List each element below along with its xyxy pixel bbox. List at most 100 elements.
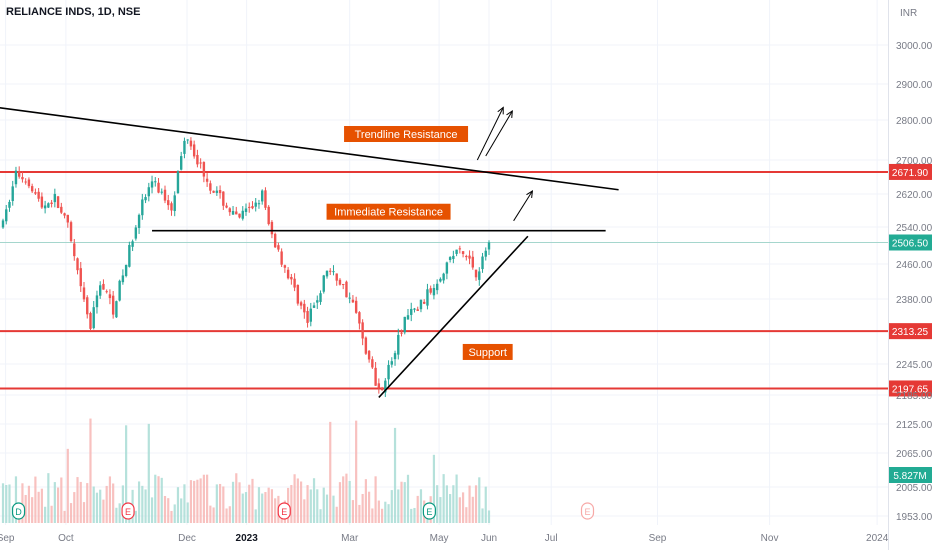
event-marker[interactable] (277, 502, 291, 520)
annotation-box[interactable] (344, 126, 469, 142)
volume-bar (196, 479, 199, 523)
candle-body (429, 288, 432, 293)
volume-bar (173, 504, 176, 523)
time-tick-label: Jun (481, 533, 497, 544)
candle-body (99, 285, 102, 296)
candle-body (487, 242, 491, 250)
horizontal-levels[interactable] (0, 170, 888, 390)
volume-bar (218, 483, 222, 523)
volume-bar (154, 474, 157, 523)
candle-body (322, 275, 325, 292)
price-tick-label: 2185.00 (896, 391, 932, 402)
candle-body (215, 190, 219, 193)
candle-body (419, 299, 423, 310)
price-axis[interactable]: 2671.90 2313.25 2197.65 2506.50 INR 3000.00 29… (889, 8, 932, 523)
candle-body (222, 191, 225, 206)
volume-bar (296, 478, 299, 523)
candle-body (56, 196, 60, 209)
volume-bar (244, 492, 248, 523)
volume-bar (436, 485, 439, 523)
candle-body (131, 241, 134, 247)
candle-body (176, 171, 180, 194)
candle-body (95, 295, 99, 308)
price-tick-label: 2380.00 (896, 295, 932, 306)
price-tick-label: 2125.00 (896, 420, 932, 431)
event-marker[interactable] (422, 502, 436, 520)
volume-bar (125, 425, 128, 523)
candle-body (371, 359, 374, 368)
volume-bar (390, 490, 393, 523)
volume-bar (121, 485, 124, 523)
volume-bar (228, 506, 231, 523)
volume-bar (468, 485, 471, 523)
volume-bar (241, 493, 244, 523)
volume-tag (889, 467, 932, 483)
candle-body (124, 264, 128, 276)
time-tick-label: Oct (58, 533, 74, 544)
annotation-box[interactable] (462, 343, 513, 360)
grid (0, 0, 888, 525)
volume-bar (442, 474, 445, 523)
candle-body (37, 191, 40, 199)
candle-body (361, 322, 364, 339)
volume-bar (186, 502, 189, 523)
volume-bar (27, 485, 31, 523)
candle-body (121, 275, 125, 283)
annotations[interactable]: Trendline Resistance Immediate Resistance… (326, 126, 513, 360)
arrow-head (506, 110, 513, 119)
trendline[interactable] (0, 107, 619, 191)
level-price-label: 2671.90 (892, 168, 929, 179)
volume-bar (8, 484, 11, 523)
volume-bars (1, 418, 491, 523)
candle-body (154, 181, 157, 183)
volume-bar (403, 482, 406, 523)
volume-bar (299, 481, 303, 523)
candle-body (24, 181, 27, 183)
candle-body (150, 181, 154, 188)
volume-bar (235, 473, 238, 523)
volume-bar (167, 498, 170, 523)
event-marker[interactable] (11, 502, 26, 520)
price-tick-label: 2620.00 (896, 190, 932, 201)
level-price-tag (889, 323, 932, 340)
volume-bar (374, 476, 377, 523)
volume-bar (338, 482, 342, 523)
candle-body (478, 271, 481, 280)
volume-bar (189, 480, 193, 523)
candle-body (21, 177, 24, 180)
volume-bar (419, 489, 423, 523)
candle-body (354, 300, 358, 313)
volume-bar (160, 477, 163, 523)
candle-body (199, 162, 202, 164)
time-axis[interactable]: Sep Oct Dec 2023 Mar May Jun Jul Sep Nov 2024 (0, 533, 889, 544)
volume-bar (368, 491, 371, 523)
annotation-box[interactable] (326, 203, 451, 220)
time-tick-label: 2023 (236, 533, 259, 544)
volume-bar (251, 478, 254, 523)
candle-body (461, 251, 465, 255)
candle-body (403, 316, 406, 333)
arrow-line[interactable] (485, 110, 513, 157)
volume-bar (73, 492, 76, 523)
trendlines[interactable] (0, 106, 619, 398)
candle-body (183, 140, 186, 154)
volume-bar (137, 481, 141, 523)
candle-body (50, 202, 53, 205)
event-marker[interactable] (580, 502, 595, 520)
candle-body (225, 205, 228, 208)
candle-body (471, 256, 474, 268)
volume-bar (342, 476, 345, 523)
event-marker[interactable] (121, 502, 135, 520)
candle-body (319, 293, 322, 302)
candle-body (481, 256, 484, 270)
candle-body (14, 170, 18, 185)
candle-body (367, 350, 371, 360)
arrow-line[interactable] (513, 190, 533, 222)
candle-body (448, 257, 452, 261)
trendline[interactable] (378, 235, 529, 398)
event-marker-letter: E (281, 507, 287, 517)
candle-body (406, 315, 410, 320)
arrow-line[interactable] (476, 107, 504, 161)
